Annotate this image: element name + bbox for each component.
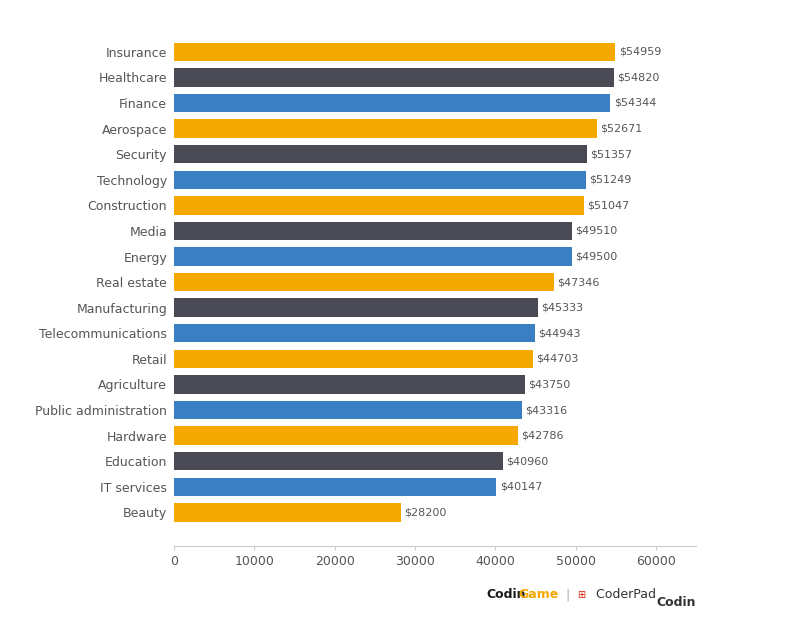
Bar (174, 43, 615, 61)
Text: Game: Game (518, 588, 558, 601)
Text: $54820: $54820 (618, 73, 660, 82)
Bar (174, 119, 597, 138)
Bar (174, 170, 585, 189)
Bar (174, 427, 517, 445)
Text: ⊞: ⊞ (577, 590, 585, 600)
Bar (174, 94, 611, 112)
Bar (174, 401, 522, 419)
Bar (174, 452, 503, 471)
Text: $42786: $42786 (521, 431, 563, 441)
Text: $52671: $52671 (600, 123, 642, 133)
Text: $43750: $43750 (528, 379, 571, 389)
Text: $49510: $49510 (575, 226, 617, 236)
Text: $43316: $43316 (525, 405, 567, 415)
Bar (174, 298, 538, 317)
Text: $51249: $51249 (589, 175, 631, 185)
Text: Codin: Codin (486, 588, 526, 601)
Bar (174, 247, 572, 266)
Bar (174, 350, 533, 368)
Text: CoderPad: CoderPad (592, 588, 656, 601)
Bar (174, 68, 615, 87)
Text: $51047: $51047 (587, 200, 630, 210)
Bar (174, 222, 572, 240)
Text: $28200: $28200 (403, 507, 446, 518)
Bar (174, 375, 525, 394)
Text: $54959: $54959 (619, 46, 661, 57)
Text: $44703: $44703 (536, 354, 579, 364)
Bar (174, 196, 584, 215)
Bar (174, 273, 554, 291)
Text: Codin: Codin (657, 596, 696, 609)
Text: ʼ: ʼ (550, 590, 553, 600)
Bar (174, 324, 535, 342)
Bar (174, 503, 400, 521)
Text: $44943: $44943 (538, 328, 581, 339)
Text: $40147: $40147 (500, 482, 542, 492)
Text: $47346: $47346 (558, 277, 600, 287)
Text: |: | (566, 588, 570, 601)
Text: $51357: $51357 (590, 149, 632, 159)
Bar (174, 145, 586, 163)
Text: $49500: $49500 (575, 252, 617, 262)
Text: $54344: $54344 (614, 98, 656, 108)
Text: $40960: $40960 (506, 456, 548, 466)
Bar (174, 477, 497, 496)
Text: $45333: $45333 (541, 303, 584, 312)
